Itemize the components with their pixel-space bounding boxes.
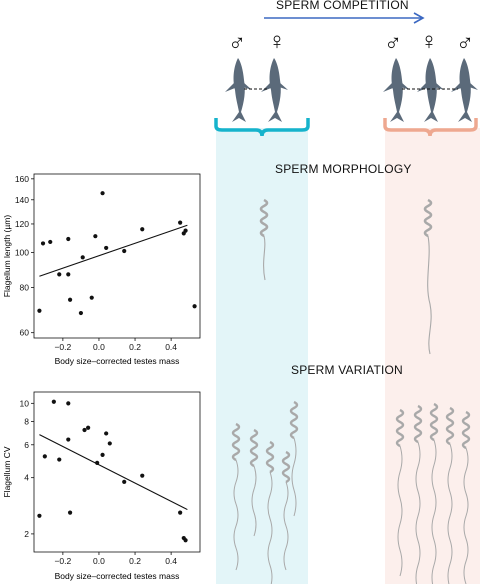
low-competition-column [216, 128, 308, 584]
high-competition-column [385, 128, 480, 584]
data-point [66, 272, 71, 277]
data-point [122, 248, 127, 254]
data-point [82, 427, 87, 433]
sperm-cell-icon [445, 406, 455, 584]
shark-icon [261, 58, 288, 122]
shark-icon [417, 58, 444, 122]
sperm-cell-icon [395, 408, 405, 577]
data-point [48, 239, 53, 245]
competition-arrow-icon [264, 12, 425, 24]
sperm-cell-icon [289, 400, 299, 517]
data-point [183, 538, 188, 543]
data-point [37, 513, 42, 518]
data-point [57, 272, 62, 277]
data-point [37, 308, 42, 313]
shark-icon [451, 58, 478, 122]
data-point [100, 452, 105, 457]
shark-icon [383, 58, 410, 122]
regression-line [39, 224, 188, 277]
data-point [95, 460, 100, 465]
data-point [66, 236, 71, 242]
sperm-cell-icon [281, 450, 291, 571]
female-symbol-low-2: ♀ [268, 28, 286, 55]
y-tick-label: 100 [15, 248, 29, 258]
data-point [42, 454, 47, 459]
y-tick-label: 10 [20, 398, 30, 408]
sperm-cell-icon [265, 440, 275, 584]
sperm-cell-icon [429, 402, 439, 584]
sperm-variation-heading: SPERM VARIATION [291, 363, 403, 377]
male-symbol-high-1: ♂ [384, 30, 402, 57]
data-point [78, 310, 84, 316]
sperm-short-icon [259, 198, 269, 281]
y-tick-label: 140 [15, 195, 29, 205]
data-point [67, 297, 73, 302]
y-tick-label: 4 [24, 473, 29, 483]
data-point [93, 234, 98, 239]
shark-group-high [383, 58, 478, 122]
data-point [40, 241, 46, 246]
data-point [89, 295, 94, 300]
x-tick-label: −0.2 [54, 342, 71, 352]
y-axis-label: Flagellum length (µm) [2, 215, 12, 298]
sperm-cell-icon [413, 404, 423, 584]
data-point [107, 441, 112, 446]
y-tick-label: 6 [24, 440, 29, 450]
data-point [192, 304, 197, 309]
data-point [100, 191, 105, 196]
data-point [66, 401, 71, 406]
y-tick-label: 2 [24, 529, 29, 539]
data-point [104, 431, 109, 436]
x-tick-label: −0.2 [54, 556, 71, 566]
x-tick-label: 0.4 [165, 556, 177, 566]
data-point [183, 228, 188, 233]
y-tick-label: 120 [15, 219, 29, 229]
regression-line [39, 434, 188, 511]
flagellum-cv-chart: −0.2 0.0 0.2 0.4 2 4 6 8 10 Body size–corrected … [2, 391, 201, 581]
sperm-variation-high [395, 402, 471, 584]
x-tick-label: 0.2 [129, 556, 141, 566]
data-point [140, 473, 145, 478]
sperm-morphology-heading: SPERM MORPHOLOGY [275, 162, 412, 176]
data-point [104, 245, 109, 251]
data-point [178, 220, 183, 225]
male-symbol-high-3: ♂ [456, 30, 474, 57]
x-tick-label: 0.0 [93, 556, 105, 566]
brace-low [214, 118, 310, 137]
data-point [51, 399, 56, 404]
sperm-long-icon [423, 198, 433, 355]
sperm-variation-low [231, 400, 299, 584]
data-point [66, 437, 71, 442]
brace-high [383, 118, 478, 137]
x-axis-label: Body size–corrected testes mass [55, 356, 180, 366]
data-point [86, 425, 91, 430]
flagellum-length-chart: −0.2 0.0 0.2 0.4 60 80 100 120 140 160 Body size–… [2, 173, 201, 366]
data-point [57, 457, 62, 462]
data-point [122, 479, 127, 484]
y-tick-label: 8 [24, 416, 29, 426]
sperm-competition-heading: SPERM COMPETITION [276, 0, 409, 12]
data-point [67, 510, 73, 515]
sperm-cell-icon [231, 422, 241, 571]
sperm-cell-icon [461, 410, 471, 584]
data-point [178, 510, 183, 515]
y-tick-label: 60 [20, 328, 30, 338]
sperm-cell-icon [249, 428, 259, 537]
x-tick-label: 0.4 [165, 342, 177, 352]
female-symbol-high-2: ♀ [420, 28, 438, 55]
y-tick-label: 160 [15, 174, 29, 184]
male-symbol-low-1: ♂ [228, 30, 246, 57]
x-axis-label: Body size–corrected testes mass [55, 571, 180, 581]
shark-group-low [225, 58, 288, 122]
x-tick-label: 0.0 [93, 342, 105, 352]
y-axis-label: Flagellum CV [2, 446, 12, 497]
x-tick-label: 0.2 [129, 342, 141, 352]
data-point [80, 255, 85, 260]
data-point [140, 227, 145, 232]
y-tick-label: 80 [20, 283, 30, 293]
shark-icon [225, 58, 252, 122]
